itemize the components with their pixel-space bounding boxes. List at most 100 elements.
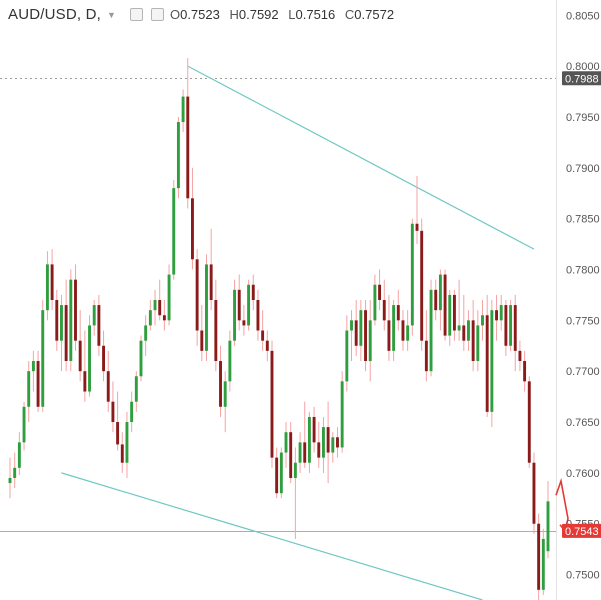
candle-body (148, 310, 152, 326)
candle-body (509, 305, 513, 346)
candle-body (176, 122, 180, 189)
candle-body (490, 310, 494, 412)
candle-body (424, 340, 428, 372)
candle-body (504, 305, 508, 346)
candle-body (298, 442, 302, 463)
candle-body (41, 310, 45, 407)
trendline-1[interactable] (61, 472, 483, 600)
candle-body (116, 422, 120, 445)
candle-body (537, 523, 541, 590)
candle-body (438, 274, 442, 311)
candle-body (275, 457, 279, 494)
candle-body (60, 305, 63, 341)
candle-body (401, 320, 405, 341)
symbol-label[interactable]: AUD/USD, D, (8, 6, 102, 23)
candle-body (31, 361, 35, 372)
y-tick-label: 0.7950 (566, 112, 600, 124)
candle-body (289, 432, 293, 478)
candle-body (74, 279, 77, 341)
candle-body (396, 305, 400, 321)
high-value: 0.7592 (238, 7, 279, 22)
price-label-box-1 (562, 523, 601, 538)
candle-body (326, 427, 330, 453)
candle-body (167, 274, 171, 321)
candle-body (303, 442, 307, 463)
candle-body (429, 289, 433, 372)
candle-body (17, 442, 21, 468)
candle-body (209, 264, 213, 300)
candle-body (312, 416, 316, 443)
candle-body (13, 467, 17, 478)
settings-icon[interactable] (129, 8, 143, 21)
candle-body (130, 401, 134, 423)
y-tick-label: 0.7500 (566, 570, 600, 582)
candle-body (499, 305, 503, 321)
candle-body (125, 422, 129, 463)
y-tick-label: 0.8050 (566, 10, 600, 22)
open-label: O (169, 7, 181, 22)
close-label: C (344, 7, 355, 22)
candle-body (345, 330, 349, 382)
candle-body (523, 361, 527, 382)
candle-body (256, 300, 260, 331)
candle-body (467, 320, 470, 341)
y-tick-label: 0.8000 (566, 61, 600, 73)
candle-body (233, 289, 237, 341)
candle-body (88, 325, 91, 392)
candle-body (228, 340, 232, 382)
hide-series-icon[interactable] (150, 8, 164, 21)
y-tick-label: 0.7600 (566, 468, 600, 480)
candle-body (350, 320, 353, 331)
candle-body (27, 371, 31, 407)
candle-body (78, 340, 82, 372)
candle-body (97, 305, 101, 346)
candle-body (144, 325, 148, 341)
candle-body (162, 315, 166, 321)
chevron-down-icon[interactable]: ▼ (107, 9, 116, 20)
candle-body (434, 289, 438, 311)
candle-body (364, 310, 367, 362)
candle-body (541, 538, 545, 590)
candle-body (69, 279, 73, 362)
candle-body (247, 284, 251, 326)
candle-body (513, 305, 517, 351)
y-tick-label: 0.7700 (566, 366, 600, 378)
candle-body (406, 325, 410, 341)
close-value: 0.7572 (354, 7, 395, 22)
candle-body (340, 381, 344, 448)
candle-body (331, 437, 335, 453)
candle-body (134, 376, 138, 402)
candle-body (8, 477, 12, 484)
candle-body (410, 223, 414, 326)
candle-body (64, 305, 68, 362)
y-tick-label: 0.7800 (566, 264, 600, 276)
candle-body (359, 310, 363, 346)
candle-body (485, 315, 489, 412)
candle-body (153, 300, 157, 311)
candle-body (181, 96, 185, 123)
candle-body (111, 401, 115, 423)
candle-body (191, 198, 194, 260)
candle-body (172, 188, 176, 275)
candle-body (55, 300, 59, 341)
candle-body (120, 444, 124, 463)
candle-body (214, 300, 218, 362)
y-tick-label: 0.7750 (566, 315, 600, 327)
candle-body (527, 381, 531, 463)
candle-body (321, 427, 325, 458)
candle-body (443, 274, 447, 336)
candle-body (200, 330, 204, 351)
candle-body (462, 325, 466, 341)
candle-body (368, 320, 372, 362)
candle-body (139, 340, 143, 377)
candle-body (546, 501, 550, 552)
candle-body (45, 264, 49, 311)
candle-body (186, 96, 190, 199)
candle-body (22, 406, 26, 443)
candle-body (532, 462, 536, 524)
candle-body (223, 381, 227, 407)
y-tick-label: 0.7900 (566, 163, 600, 175)
trendline-0[interactable] (187, 65, 535, 250)
